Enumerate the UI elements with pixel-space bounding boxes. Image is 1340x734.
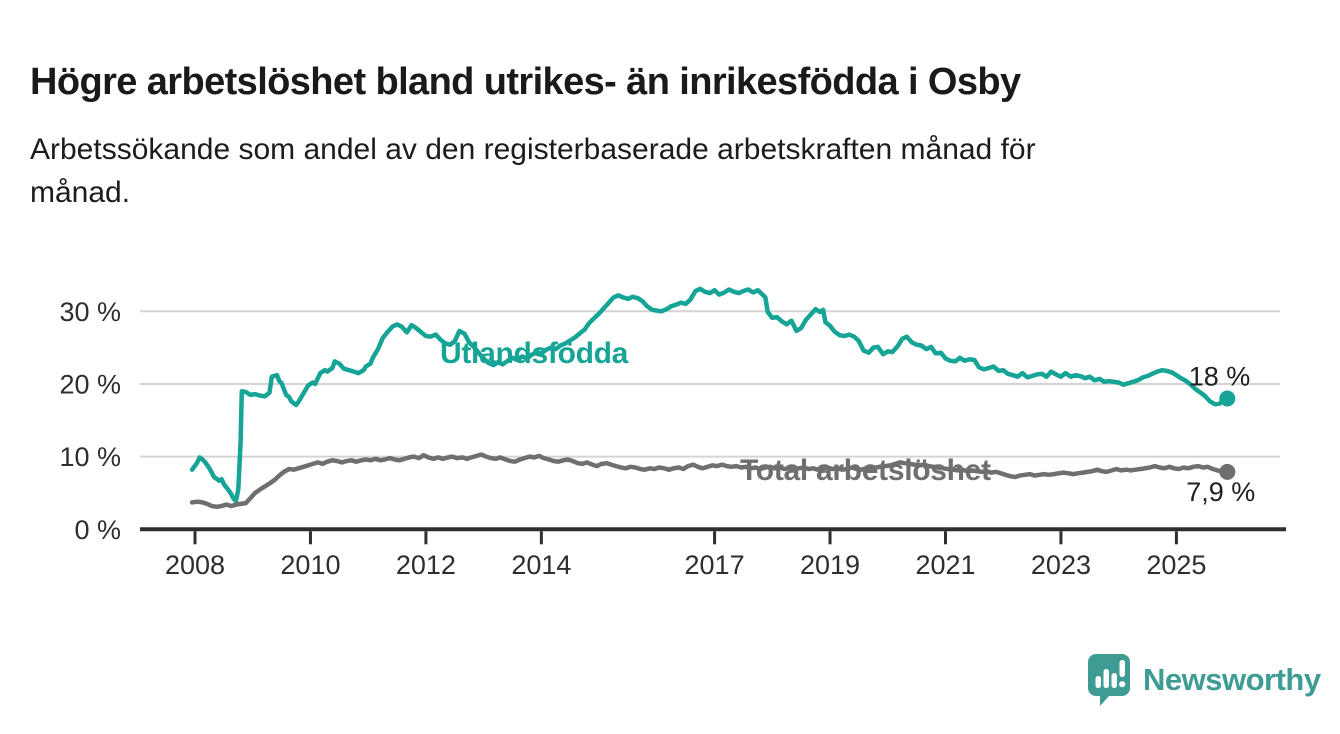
- x-tick-label: 2019: [800, 550, 860, 580]
- newsworthy-wordmark: Newsworthy: [1143, 662, 1321, 697]
- subtitle-line-2: månad.: [30, 176, 131, 209]
- exclamation-dot: [1119, 681, 1126, 688]
- y-tick-label: 20 %: [59, 369, 121, 399]
- x-tick-label: 2017: [685, 550, 745, 580]
- x-tick-label: 2023: [1031, 550, 1091, 580]
- exclamation-bar: [1119, 660, 1125, 677]
- chart-subtitle: Arbetssökande som andel av den registerb…: [30, 128, 1036, 214]
- x-tick-label: 2008: [165, 550, 225, 580]
- x-tick-label: 2010: [280, 550, 340, 580]
- series-line-total: [189, 452, 1227, 510]
- series-label-utlandsfodda: Utlandsfödda: [440, 337, 629, 370]
- subtitle-line-1: Arbetssökande som andel av den registerb…: [30, 133, 1036, 166]
- x-tick-label: 2012: [396, 550, 456, 580]
- series-label-total-arbetsloshet: Total arbetslöshet: [740, 454, 991, 487]
- y-tick-label: 30 %: [59, 297, 121, 327]
- series-end-value-label: 18 %: [1189, 361, 1251, 391]
- y-tick-label: 10 %: [59, 442, 121, 472]
- x-tick-label: 2025: [1146, 550, 1206, 580]
- bar-1: [1095, 676, 1101, 688]
- series-end-value-label: 7,9 %: [1186, 477, 1255, 507]
- series-end-dot: [1219, 463, 1236, 480]
- series-line-utlandsfodda: [189, 286, 1227, 504]
- newsworthy-logo-icon: [1088, 654, 1130, 706]
- y-tick-label: 0 %: [74, 515, 121, 545]
- line-chart: 0 % 10 % 20 % 30 % 2008 2010 2012 2014 2017 2019 2…: [59, 286, 1286, 580]
- bar-3: [1111, 673, 1117, 688]
- x-tick-label: 2014: [511, 550, 571, 580]
- page-title: Högre arbetslöshet bland utrikes- än inr…: [30, 61, 1021, 104]
- newsworthy-logo: Newsworthy: [1086, 652, 1321, 708]
- x-tick-label: 2021: [915, 550, 975, 580]
- bar-2: [1103, 669, 1109, 688]
- series-end-dot: [1219, 390, 1236, 407]
